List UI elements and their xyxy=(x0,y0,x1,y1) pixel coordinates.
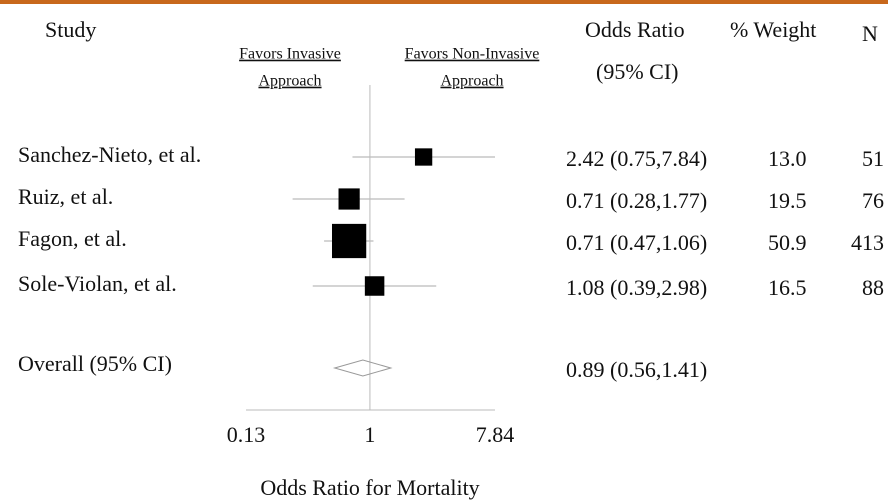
weight-label: 50.9 xyxy=(768,230,807,255)
or-square xyxy=(331,223,367,259)
or-header: (95% CI) xyxy=(596,59,678,84)
ci-label: 0.71 (0.28,1.77) xyxy=(566,188,707,213)
n-label: 413 xyxy=(851,230,884,255)
weight-header: % Weight xyxy=(730,17,816,42)
study-header: Study xyxy=(45,17,96,42)
overall-label: 0.89 (0.56,1.41) xyxy=(566,357,707,382)
weight-label: 16.5 xyxy=(768,275,807,300)
n-label: 88 xyxy=(862,275,884,300)
or-square xyxy=(414,148,433,166)
x-tick-label: 1 xyxy=(364,422,375,447)
top-bar xyxy=(0,0,888,4)
or-square xyxy=(338,188,360,210)
ci-label: 1.08 (0.39,2.98) xyxy=(566,275,707,300)
study-name: Fagon, et al. xyxy=(18,226,127,251)
n-label: 76 xyxy=(862,188,884,213)
favors-left: Favors Invasive xyxy=(239,46,341,63)
x-tick-label: 7.84 xyxy=(476,422,515,447)
or-header: Odds Ratio xyxy=(585,17,685,42)
favors-right: Favors Non-Invasive xyxy=(405,46,540,63)
weight-label: 13.0 xyxy=(768,146,807,171)
weight-label: 19.5 xyxy=(768,188,807,213)
overall-diamond xyxy=(332,359,393,377)
ci-label: 2.42 (0.75,7.84) xyxy=(566,146,707,171)
favors-left: Approach xyxy=(258,73,321,90)
n-header: N xyxy=(862,21,878,46)
study-name: Sanchez-Nieto, et al. xyxy=(18,142,201,167)
x-axis-title: Odds Ratio for Mortality xyxy=(260,475,479,500)
study-name: Sole-Violan, et al. xyxy=(18,271,177,296)
ci-label: 0.71 (0.47,1.06) xyxy=(566,230,707,255)
x-tick-label: 0.13 xyxy=(227,422,266,447)
study-name: Ruiz, et al. xyxy=(18,184,113,209)
favors-right: Approach xyxy=(440,73,503,90)
or-square xyxy=(364,276,385,296)
overall-name: Overall (95% CI) xyxy=(18,351,172,376)
n-label: 51 xyxy=(862,146,884,171)
